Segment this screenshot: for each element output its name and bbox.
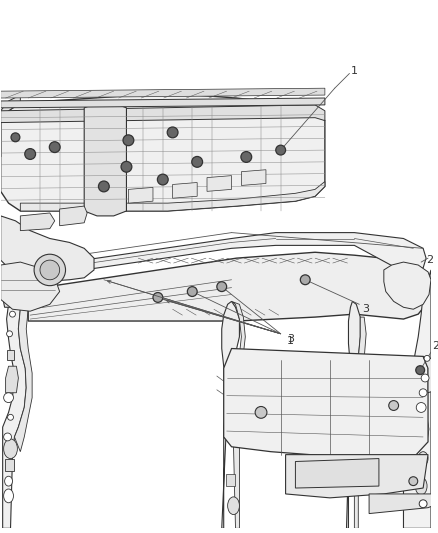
Polygon shape — [1, 105, 325, 123]
Polygon shape — [222, 301, 240, 528]
Circle shape — [217, 282, 226, 292]
Circle shape — [409, 477, 418, 486]
Circle shape — [123, 135, 134, 146]
Polygon shape — [30, 232, 426, 278]
Circle shape — [40, 260, 60, 280]
Polygon shape — [232, 301, 245, 528]
Circle shape — [11, 133, 20, 142]
Polygon shape — [14, 285, 32, 451]
Circle shape — [25, 149, 35, 159]
Polygon shape — [224, 349, 428, 458]
Polygon shape — [3, 272, 20, 307]
Circle shape — [192, 157, 203, 167]
Circle shape — [4, 433, 11, 441]
Circle shape — [300, 275, 310, 285]
Circle shape — [4, 393, 14, 402]
Polygon shape — [346, 301, 360, 528]
Circle shape — [7, 414, 14, 420]
Circle shape — [255, 407, 267, 418]
Polygon shape — [226, 474, 236, 486]
Polygon shape — [28, 252, 428, 321]
Circle shape — [416, 366, 424, 375]
Polygon shape — [1, 262, 60, 311]
Circle shape — [10, 311, 15, 317]
Polygon shape — [20, 213, 55, 231]
Polygon shape — [20, 182, 325, 211]
Polygon shape — [286, 455, 428, 498]
Circle shape — [389, 401, 399, 410]
Polygon shape — [353, 317, 366, 528]
Circle shape — [49, 142, 60, 152]
Polygon shape — [1, 88, 325, 98]
Polygon shape — [60, 206, 87, 226]
Polygon shape — [173, 182, 197, 198]
Polygon shape — [1, 93, 325, 211]
Polygon shape — [369, 494, 438, 514]
Polygon shape — [1, 98, 325, 108]
Text: 2: 2 — [432, 341, 438, 351]
Circle shape — [187, 287, 197, 296]
Ellipse shape — [228, 497, 240, 514]
Polygon shape — [295, 458, 379, 488]
Circle shape — [276, 145, 286, 155]
Circle shape — [153, 293, 163, 302]
Circle shape — [157, 174, 168, 185]
Polygon shape — [84, 103, 127, 216]
Circle shape — [419, 389, 427, 397]
Ellipse shape — [418, 451, 428, 465]
Circle shape — [7, 331, 13, 337]
Polygon shape — [241, 169, 266, 185]
Polygon shape — [353, 413, 360, 427]
Circle shape — [121, 161, 132, 172]
Text: 2: 2 — [427, 255, 434, 265]
Polygon shape — [1, 216, 94, 282]
Ellipse shape — [4, 489, 14, 503]
Polygon shape — [350, 386, 358, 398]
Circle shape — [421, 374, 429, 382]
Circle shape — [419, 500, 427, 507]
Ellipse shape — [5, 477, 13, 486]
Polygon shape — [415, 417, 429, 442]
Polygon shape — [1, 95, 20, 157]
Circle shape — [99, 181, 109, 192]
Text: 1: 1 — [287, 336, 294, 346]
Polygon shape — [7, 351, 14, 360]
Circle shape — [424, 356, 430, 361]
Polygon shape — [6, 366, 18, 393]
Polygon shape — [384, 262, 431, 309]
Ellipse shape — [415, 477, 427, 495]
Polygon shape — [423, 357, 438, 393]
Ellipse shape — [4, 439, 18, 458]
Text: 1: 1 — [351, 67, 358, 77]
Circle shape — [34, 254, 66, 286]
Text: 3: 3 — [363, 304, 370, 314]
Text: 3: 3 — [287, 334, 294, 344]
Polygon shape — [403, 270, 431, 528]
Circle shape — [416, 402, 426, 413]
Polygon shape — [3, 285, 26, 528]
Circle shape — [167, 127, 178, 138]
Polygon shape — [128, 188, 153, 203]
Circle shape — [241, 151, 252, 163]
Polygon shape — [5, 458, 14, 471]
Polygon shape — [207, 176, 232, 191]
